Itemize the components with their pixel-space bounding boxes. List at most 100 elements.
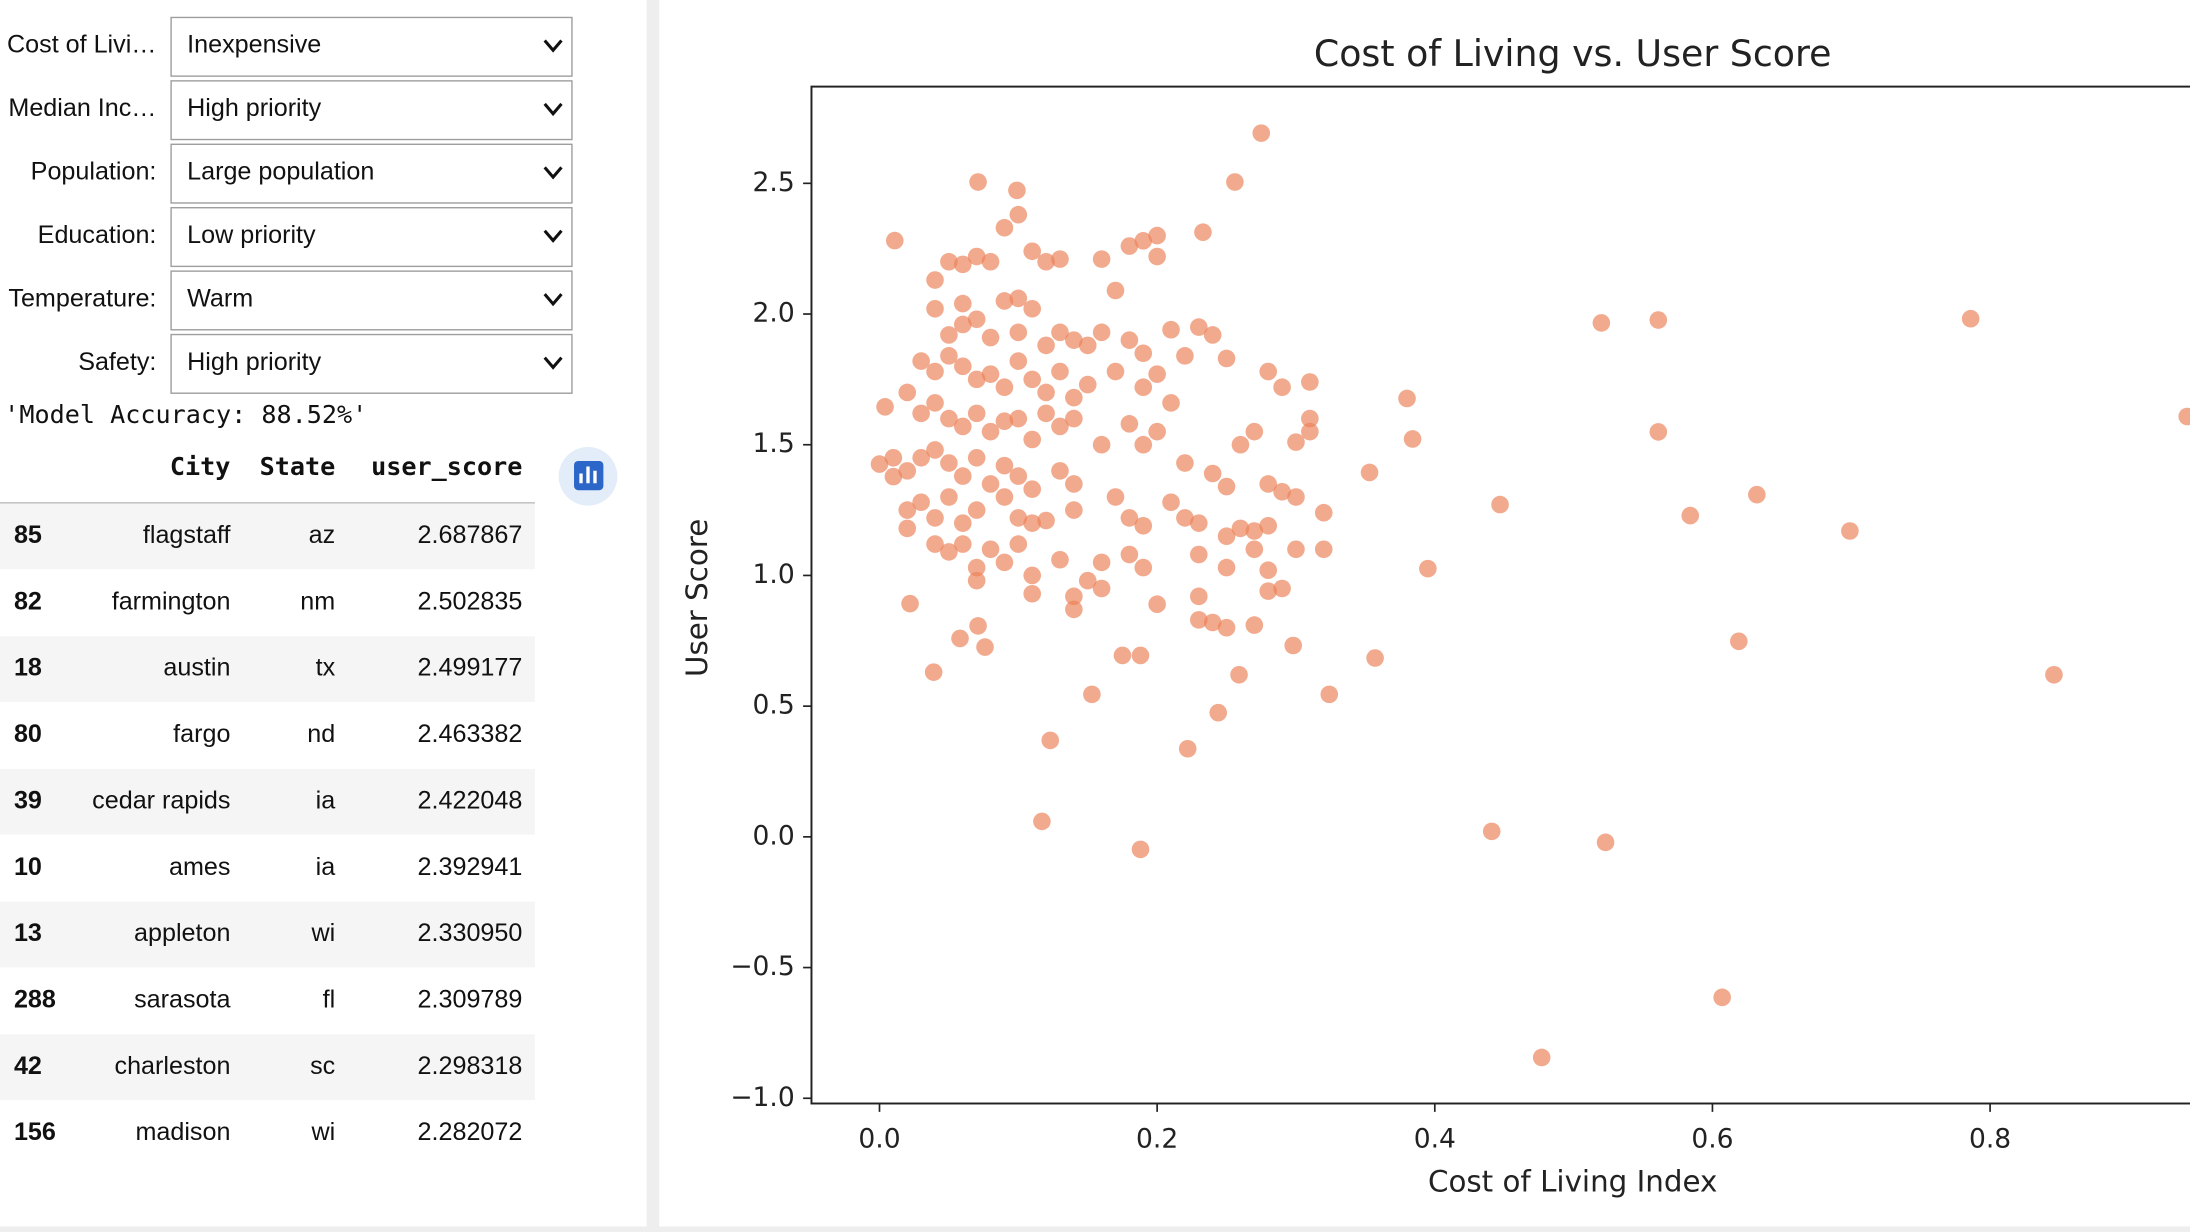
widget-label: Population: <box>31 158 157 186</box>
dropdown-value[interactable]: High priority <box>187 348 321 376</box>
point <box>1065 409 1083 428</box>
point <box>1245 522 1264 540</box>
dropdown-value[interactable]: Inexpensive <box>187 31 321 59</box>
dropdown-value[interactable]: High priority <box>187 94 321 122</box>
point <box>1176 454 1194 472</box>
dropdown[interactable]: High priority <box>170 333 573 394</box>
point <box>1023 514 1042 532</box>
dropdown[interactable]: Warm <box>170 270 573 331</box>
point <box>912 352 930 370</box>
point <box>1162 493 1180 512</box>
point <box>1113 646 1132 665</box>
point <box>1051 250 1069 268</box>
dropdown[interactable]: Low priority <box>170 207 573 268</box>
point <box>967 370 986 389</box>
point <box>1106 488 1125 506</box>
point <box>995 218 1014 237</box>
point <box>926 362 944 381</box>
dropdown[interactable]: High priority <box>170 80 573 141</box>
point <box>1366 649 1384 667</box>
x-axis-label: Cost of Living Index <box>1428 1165 1717 1199</box>
point <box>1065 388 1083 407</box>
point <box>940 409 958 428</box>
dropdown-value[interactable]: Low priority <box>187 221 316 249</box>
point <box>1162 320 1180 339</box>
dropdown-chevron[interactable] <box>543 356 563 370</box>
point <box>1259 362 1278 381</box>
y-tick-label: 0.0 <box>753 820 795 851</box>
point <box>967 247 986 266</box>
point <box>953 467 972 485</box>
point <box>1023 566 1042 585</box>
point <box>940 252 958 271</box>
dropdown-chevron[interactable] <box>543 39 563 53</box>
plot-frame <box>810 85 2190 1105</box>
point <box>1051 362 1069 381</box>
dropdown-value[interactable]: Warm <box>187 284 253 312</box>
point <box>1176 347 1194 365</box>
dropdown-box[interactable] <box>170 16 573 77</box>
point <box>953 294 972 313</box>
point <box>1226 173 1244 191</box>
point <box>1120 415 1139 433</box>
dropdown-chevron[interactable] <box>543 166 563 180</box>
point <box>2178 407 2190 426</box>
point <box>1259 582 1278 600</box>
button-glyph[interactable] <box>579 466 597 484</box>
dropdown-value[interactable]: Large population <box>187 158 374 186</box>
chart-button[interactable] <box>558 446 618 506</box>
point <box>1162 394 1180 412</box>
point <box>1320 685 1339 704</box>
dropdown-box[interactable] <box>170 80 573 141</box>
point <box>1189 611 1208 629</box>
bottom-border <box>0 1226 2190 1232</box>
dropdown-chevron[interactable] <box>543 293 563 307</box>
dropdown-box[interactable] <box>170 333 573 394</box>
point <box>1078 336 1097 355</box>
point <box>1592 314 1611 332</box>
point <box>898 383 917 402</box>
point <box>940 347 958 365</box>
dropdown[interactable]: Inexpensive <box>170 16 573 77</box>
point <box>885 231 904 250</box>
dropdown[interactable]: Large population <box>170 143 573 204</box>
dropdown-box[interactable] <box>170 143 573 204</box>
row-stripe <box>0 901 535 968</box>
point <box>1009 467 1028 485</box>
point <box>1092 250 1111 268</box>
dropdown-box[interactable] <box>170 270 573 331</box>
point <box>1120 545 1139 564</box>
point <box>1681 506 1700 525</box>
point <box>1131 646 1150 665</box>
point <box>967 501 986 519</box>
point <box>1403 430 1422 448</box>
point <box>1245 616 1264 634</box>
point <box>1301 422 1319 441</box>
row-index: 39 <box>14 786 42 814</box>
dropdown-chevron[interactable] <box>543 229 563 243</box>
x-tick-label: 0.2 <box>1136 1123 1178 1154</box>
point <box>1033 812 1051 831</box>
point <box>1194 223 1212 242</box>
dropdown-box[interactable] <box>170 207 573 268</box>
point <box>1083 685 1101 704</box>
dropdown-chevron[interactable] <box>543 102 563 117</box>
point <box>1037 383 1055 402</box>
point <box>898 519 917 538</box>
chart: Cost of Living vs. User Score Cost of Liv… <box>680 32 2190 1199</box>
point <box>1287 488 1305 506</box>
y-tick-label: −0.5 <box>730 951 794 982</box>
point <box>1203 464 1222 483</box>
point <box>1730 632 1748 651</box>
point <box>1092 553 1111 572</box>
row-stripe <box>0 503 535 570</box>
point <box>1491 495 1509 514</box>
point <box>953 514 972 532</box>
point <box>1120 331 1139 349</box>
point <box>876 398 894 416</box>
row-index: 42 <box>14 1052 42 1080</box>
point <box>1314 540 1333 559</box>
table-cell: 2.463382 <box>418 720 523 748</box>
table-cell: sarasota <box>134 985 230 1013</box>
point <box>1092 435 1111 454</box>
